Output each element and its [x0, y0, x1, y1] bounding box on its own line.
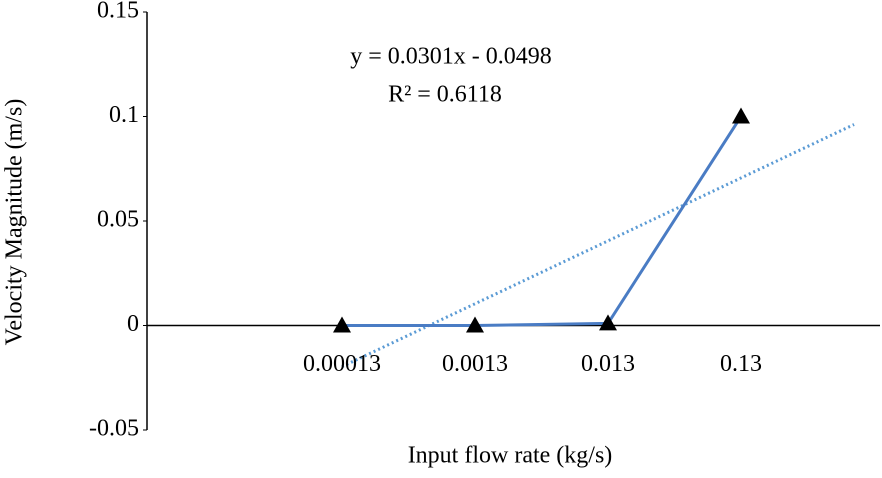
x-category-label: 0.00013 [303, 351, 381, 377]
y-axis-title: Velocity Magnitude (m/s) [2, 99, 28, 346]
y-tick-label: 0 [127, 311, 139, 337]
y-tick-label: 0.1 [109, 102, 139, 128]
trendline-r-squared: R² = 0.6118 [388, 82, 502, 108]
x-category-label: 0.13 [720, 351, 762, 377]
y-tick-label: -0.05 [89, 416, 139, 442]
trendline-equation: y = 0.0301x - 0.0498 [350, 44, 552, 70]
marker [333, 316, 351, 333]
trendline [341, 123, 855, 369]
marker [732, 107, 750, 124]
x-category-label: 0.0013 [442, 351, 508, 377]
series-line [342, 115, 743, 327]
y-tick-label: 0.05 [97, 207, 139, 233]
x-category-label: 0.013 [581, 351, 635, 377]
marker [466, 316, 484, 333]
y-tick-label: 0.15 [97, 0, 139, 24]
x-axis-title: Input flow rate (kg/s) [408, 443, 613, 469]
marker [599, 314, 617, 331]
